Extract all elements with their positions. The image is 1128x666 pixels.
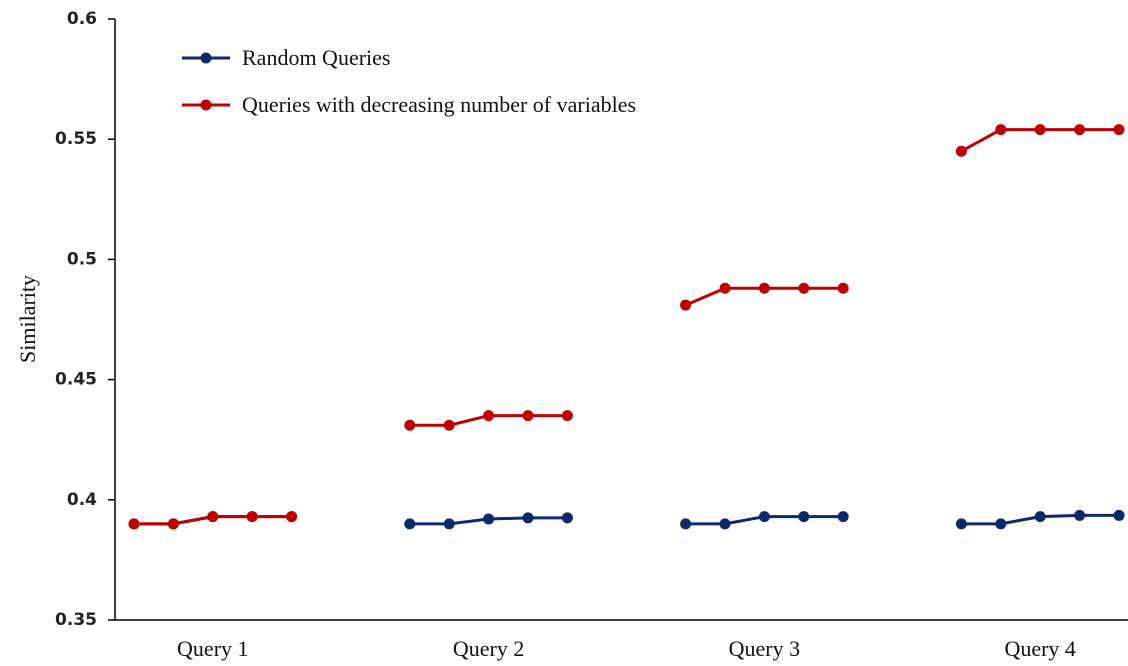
data-point [798,282,810,294]
data-point [955,518,967,530]
data-point [561,512,573,524]
data-point [798,511,810,523]
data-point [167,518,179,530]
data-point [1034,124,1046,136]
data-point [1034,511,1046,523]
data-point [758,511,770,523]
data-point [404,419,416,431]
data-point [955,145,967,157]
x-tick-label: Query 2 [453,636,524,661]
y-tick-label: 0.4 [67,490,97,510]
data-point [995,124,1007,136]
y-tick-label: 0.5 [67,249,97,269]
data-point [995,518,1007,530]
data-point [483,513,495,525]
data-point [246,511,258,523]
data-point [1113,124,1125,136]
legend-label: Queries with decreasing number of variab… [242,92,636,117]
data-point [443,518,455,530]
legend-label: Random Queries [242,45,390,70]
y-tick-label: 0.35 [55,610,97,630]
data-point [719,282,731,294]
data-point [483,410,495,422]
legend-marker [200,99,212,111]
data-point [207,511,219,523]
data-point [1074,509,1086,521]
data-point [1074,124,1086,136]
y-tick-label: 0.6 [67,9,97,29]
data-point [443,419,455,431]
data-point [128,518,140,530]
series-line [134,128,1119,526]
data-point [286,511,298,523]
x-tick-label: Query 3 [729,636,800,661]
data-point [680,518,692,530]
data-point [719,518,731,530]
data-point [522,512,534,524]
y-tick-label: 0.55 [55,129,97,149]
data-point [837,282,849,294]
data-point [837,511,849,523]
data-point [758,282,770,294]
data-point [561,410,573,422]
legend-marker [200,52,212,64]
x-tick-label: Query 1 [177,636,248,661]
y-axis-label: Similarity [15,275,40,363]
data-point [680,299,692,311]
data-point [404,518,416,530]
y-tick-label: 0.45 [55,370,97,390]
x-tick-label: Query 4 [1004,636,1075,661]
data-point [522,410,534,422]
data-point [1113,509,1125,521]
